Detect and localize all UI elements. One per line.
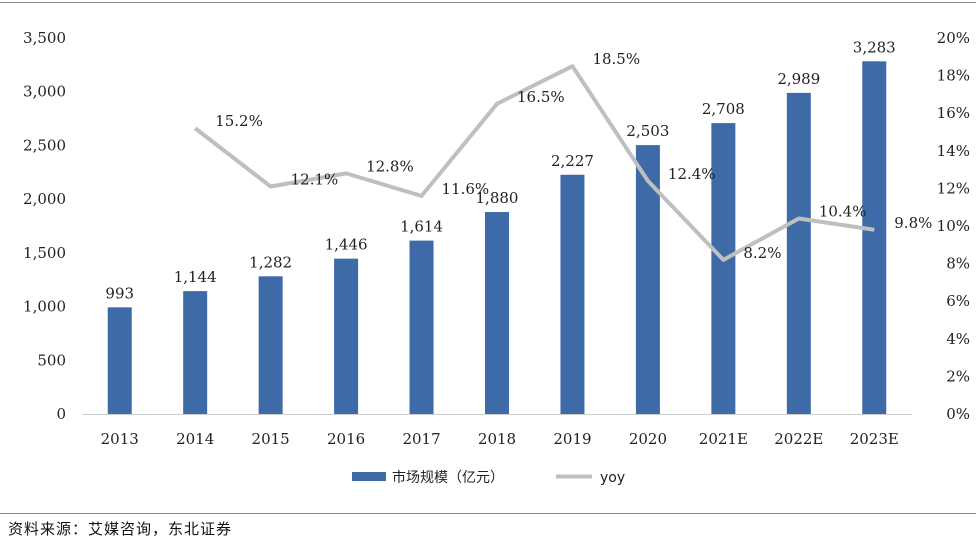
left-axis: 0 500 1,000 1,500 2,000 2,500 3,000 3,500 <box>23 29 66 423</box>
bar-data-label: 2,708 <box>702 100 745 118</box>
yoy-data-label: 11.6% <box>442 180 490 198</box>
x-axis: 2013 2014 2015 2016 2017 2018 2019 2020 2021E 202… <box>101 430 899 448</box>
left-tick-label: 3,500 <box>23 29 66 47</box>
legend: 市场规模（亿元） yoy <box>352 469 625 486</box>
bar <box>183 291 208 414</box>
x-tick-label: 2014 <box>176 430 214 448</box>
x-tick-label: 2021E <box>699 430 748 448</box>
top-rule <box>0 2 976 3</box>
yoy-series: 15.2% 12.1% 12.8% 11.6% 16.5% 18.5% 12.4% 8.2% 1… <box>193 50 932 262</box>
x-tick-label: 2022E <box>774 430 823 448</box>
x-tick-label: 2023E <box>850 430 899 448</box>
chart: 0 500 1,000 1,500 2,000 2,500 3,000 3,500 0% 2% 4… <box>23 29 970 486</box>
bar <box>560 174 585 414</box>
bar-data-label: 2,227 <box>551 152 594 170</box>
left-tick-label: 1,500 <box>23 244 66 262</box>
yoy-line <box>193 64 875 262</box>
x-tick-label: 2013 <box>101 430 139 448</box>
bar <box>409 240 434 414</box>
right-tick-label: 6% <box>946 292 970 310</box>
x-tick-label: 2015 <box>252 430 290 448</box>
right-axis: 0% 2% 4% 6% 8% 10% 12% 14% 16% 18% 20% <box>937 29 970 423</box>
left-tick-label: 1,000 <box>23 298 66 316</box>
right-tick-label: 18% <box>937 67 970 85</box>
yoy-data-label: 10.4% <box>819 202 867 220</box>
x-tick-label: 2018 <box>478 430 516 448</box>
yoy-data-label: 15.2% <box>215 112 263 130</box>
left-tick-label: 500 <box>37 351 66 369</box>
legend-label-market-size: 市场规模（亿元） <box>392 469 504 486</box>
bar <box>334 258 359 414</box>
x-tick-label: 2017 <box>402 430 440 448</box>
bar <box>862 61 887 414</box>
yoy-data-label: 16.5% <box>517 88 565 106</box>
source-note: 资料来源：艾媒咨询，东北证券 <box>8 520 233 538</box>
right-tick-label: 10% <box>937 217 970 235</box>
bar <box>485 212 509 414</box>
footer-rule <box>0 513 976 514</box>
x-tick-label: 2019 <box>553 430 591 448</box>
left-tick-label: 2,500 <box>23 136 66 154</box>
bar-series: 993 1,144 1,282 1,446 1,614 1,880 2,227 2,503 2,… <box>105 38 896 415</box>
right-tick-label: 14% <box>937 142 970 160</box>
bar-data-label: 1,614 <box>400 218 443 236</box>
yoy-data-label: 12.8% <box>366 157 414 175</box>
left-tick-label: 0 <box>56 405 66 423</box>
right-tick-label: 2% <box>946 367 970 385</box>
right-tick-label: 16% <box>937 104 970 122</box>
bar-data-label: 1,144 <box>174 268 217 286</box>
right-tick-label: 0% <box>946 405 970 423</box>
bar-data-label: 1,880 <box>476 189 519 207</box>
bar-data-label: 2,503 <box>626 122 669 140</box>
yoy-data-label: 8.2% <box>743 244 781 262</box>
bar <box>711 123 736 414</box>
bar-data-label: 1,446 <box>325 236 368 254</box>
legend-swatch-market-size <box>352 472 386 481</box>
left-tick-label: 2,000 <box>23 190 66 208</box>
yoy-data-label: 9.8% <box>894 214 932 232</box>
yoy-data-label: 12.4% <box>668 165 716 183</box>
left-tick-label: 3,000 <box>23 83 66 101</box>
x-tick-label: 2016 <box>327 430 365 448</box>
legend-label-yoy: yoy <box>600 470 625 486</box>
right-tick-label: 20% <box>937 29 970 47</box>
bar <box>107 307 132 414</box>
yoy-data-label: 18.5% <box>592 50 640 68</box>
bar <box>786 92 811 415</box>
right-tick-label: 4% <box>946 330 970 348</box>
bar-data-label: 2,989 <box>777 70 820 88</box>
bar <box>258 276 283 414</box>
bar-data-label: 3,283 <box>853 38 896 56</box>
x-tick-label: 2020 <box>629 430 667 448</box>
bar-data-label: 993 <box>105 284 134 302</box>
bar <box>635 145 660 414</box>
bar-data-label: 1,282 <box>249 253 292 271</box>
yoy-data-label: 12.1% <box>291 171 339 189</box>
right-tick-label: 8% <box>946 255 970 273</box>
right-tick-label: 12% <box>937 179 970 197</box>
